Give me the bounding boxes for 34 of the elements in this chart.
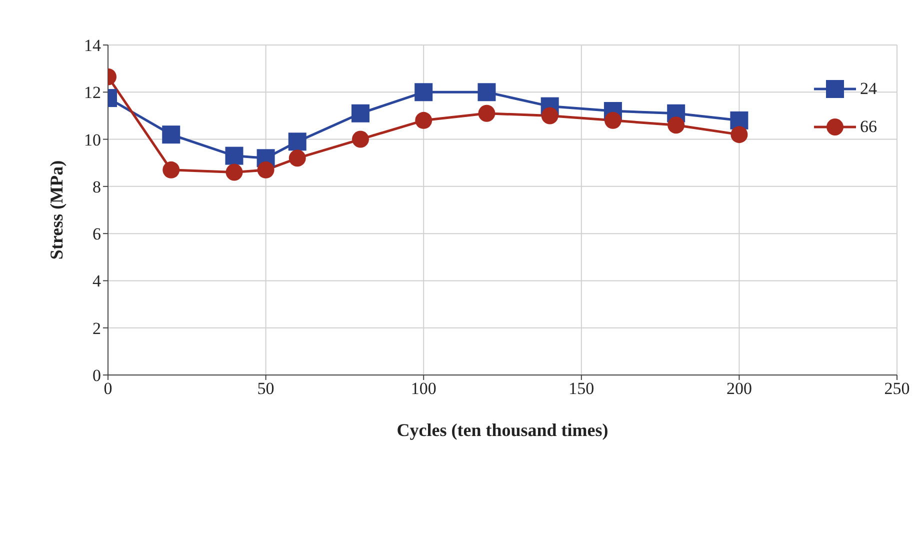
point xyxy=(288,132,306,151)
point xyxy=(288,150,306,167)
point xyxy=(351,104,370,122)
y-tick-label: 12 xyxy=(84,83,101,102)
x-tick-label: 50 xyxy=(257,379,274,398)
point xyxy=(226,164,243,181)
point xyxy=(352,130,369,148)
legend-label: 66 xyxy=(860,117,877,137)
y-tick-label: 10 xyxy=(84,130,101,150)
y-tick-label: 14 xyxy=(84,36,102,56)
point xyxy=(478,83,496,102)
x-tick-label: 200 xyxy=(726,379,752,398)
y-tick-label: 0 xyxy=(92,366,101,386)
point xyxy=(415,112,432,129)
y-tick-label: 8 xyxy=(92,177,101,196)
x-axis-title: Cycles (ten thousand times) xyxy=(396,420,608,440)
legend-label: 24 xyxy=(860,79,877,99)
y-tick-label: 2 xyxy=(92,318,101,338)
point xyxy=(162,161,180,178)
y-tick-label: 4 xyxy=(92,272,102,291)
point xyxy=(668,116,685,134)
point xyxy=(541,107,558,124)
point xyxy=(162,126,180,144)
x-tick-label: 250 xyxy=(884,379,910,398)
y-tick-label: 6 xyxy=(92,224,101,244)
y-axis-title: Stress (MPa) xyxy=(46,160,66,260)
x-tick-label: 150 xyxy=(568,379,594,398)
x-tick-label: 100 xyxy=(410,379,436,398)
point xyxy=(257,161,274,178)
point xyxy=(225,146,244,165)
point xyxy=(604,112,622,129)
point xyxy=(730,126,748,144)
point xyxy=(414,83,433,102)
point xyxy=(478,104,496,122)
